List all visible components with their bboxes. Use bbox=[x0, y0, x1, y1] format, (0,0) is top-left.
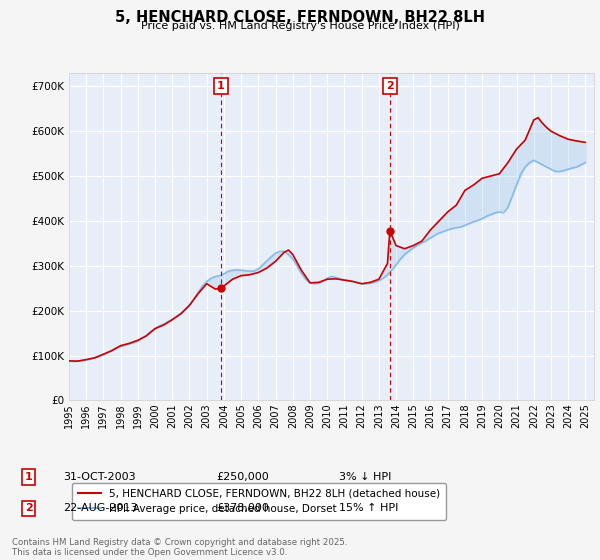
Text: 22-AUG-2013: 22-AUG-2013 bbox=[63, 503, 137, 514]
Text: £250,000: £250,000 bbox=[216, 472, 269, 482]
Text: 15% ↑ HPI: 15% ↑ HPI bbox=[339, 503, 398, 514]
Text: 2: 2 bbox=[386, 81, 394, 91]
Text: 5, HENCHARD CLOSE, FERNDOWN, BH22 8LH: 5, HENCHARD CLOSE, FERNDOWN, BH22 8LH bbox=[115, 10, 485, 25]
Legend: 5, HENCHARD CLOSE, FERNDOWN, BH22 8LH (detached house), HPI: Average price, deta: 5, HENCHARD CLOSE, FERNDOWN, BH22 8LH (d… bbox=[71, 483, 446, 520]
Text: Price paid vs. HM Land Registry's House Price Index (HPI): Price paid vs. HM Land Registry's House … bbox=[140, 21, 460, 31]
Text: 31-OCT-2003: 31-OCT-2003 bbox=[63, 472, 136, 482]
Text: Contains HM Land Registry data © Crown copyright and database right 2025.
This d: Contains HM Land Registry data © Crown c… bbox=[12, 538, 347, 557]
Text: 1: 1 bbox=[217, 81, 225, 91]
Text: 1: 1 bbox=[25, 472, 32, 482]
Text: 3% ↓ HPI: 3% ↓ HPI bbox=[339, 472, 391, 482]
Text: £378,000: £378,000 bbox=[216, 503, 269, 514]
Text: 2: 2 bbox=[25, 503, 32, 514]
